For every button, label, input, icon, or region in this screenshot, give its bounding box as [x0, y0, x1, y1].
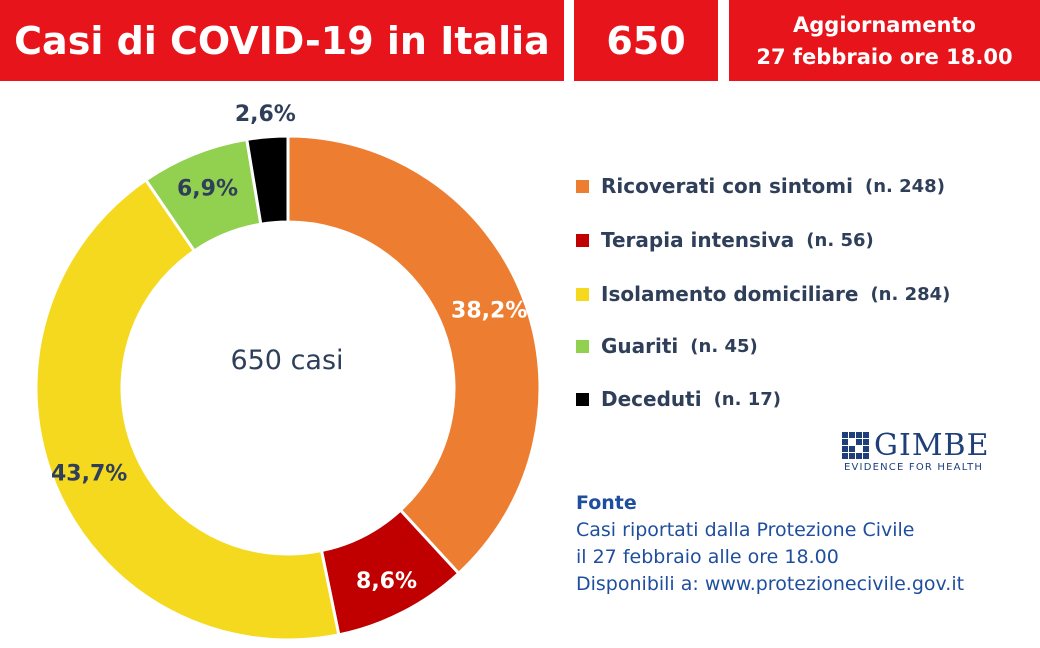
center-label: 650 casi	[230, 345, 343, 376]
legend-label: Deceduti	[601, 387, 702, 411]
legend-count: (n. 248)	[864, 175, 945, 197]
legend-count: (n. 45)	[690, 335, 758, 357]
legend-item-ricoverati: Ricoverati con sintomi (n. 248)	[576, 174, 945, 198]
legend-swatch	[576, 392, 589, 406]
legend-swatch	[576, 287, 589, 301]
legend-label: Guariti	[601, 334, 679, 358]
source-line: Casi riportati dalla Protezione Civile	[576, 519, 915, 541]
slice-isolamento	[34, 177, 341, 642]
source-block: Fonte Casi riportati dalla Protezione Ci…	[576, 490, 964, 598]
update-date: 27 febbraio ore 18.00	[756, 44, 1013, 69]
grid-logo-icon	[842, 432, 869, 459]
update-info: Aggiornamento 27 febbraio ore 18.00	[729, 0, 1040, 81]
legend-label: Terapia intensiva	[601, 228, 795, 252]
source-line: il 27 febbraio alle ore 18.00	[576, 546, 839, 568]
legend-item-guariti: Guariti (n. 45)	[576, 334, 758, 358]
slice-deceduti	[245, 134, 290, 226]
legend-count: (n. 284)	[870, 283, 951, 305]
percent-label-ricoverati: 38,2%	[451, 298, 527, 323]
legend-swatch	[576, 339, 589, 353]
legend-count: (n. 56)	[806, 229, 874, 251]
logo-tagline: EVIDENCE FOR HEALTH	[844, 462, 984, 473]
legend-item-isolamento: Isolamento domiciliare (n. 284)	[576, 282, 950, 306]
source-link: Disponibili a: www.protezionecivile.gov.…	[576, 573, 965, 595]
percent-label-deceduti: 2,6%	[235, 102, 296, 127]
slice-ricoverati	[286, 134, 542, 576]
percent-labels: 38,2% 8,6% 43,7% 6,9% 2,6%	[51, 102, 527, 594]
gimbe-logo: GIMBE EVIDENCE FOR HEALTH	[842, 428, 992, 476]
legend-label: Isolamento domiciliare	[601, 282, 859, 306]
donut-slices	[34, 134, 542, 642]
source-title: Fonte	[576, 492, 637, 514]
percent-label-isolamento: 43,7%	[51, 461, 127, 486]
page-title: Casi di COVID-19 in Italia	[0, 0, 564, 81]
percent-label-guariti: 6,9%	[177, 177, 238, 202]
legend-item-deceduti: Deceduti (n. 17)	[576, 387, 781, 411]
update-label: Aggiornamento	[793, 12, 976, 37]
total-cases-count: 650	[574, 0, 718, 81]
legend-swatch	[576, 233, 589, 247]
logo-name: GIMBE	[874, 428, 990, 463]
legend-swatch	[576, 179, 589, 193]
legend-item-terapia: Terapia intensiva (n. 56)	[576, 228, 874, 252]
legend-label: Ricoverati con sintomi	[601, 174, 853, 198]
legend-count: (n. 17)	[713, 388, 781, 410]
percent-label-terapia: 8,6%	[356, 569, 417, 594]
